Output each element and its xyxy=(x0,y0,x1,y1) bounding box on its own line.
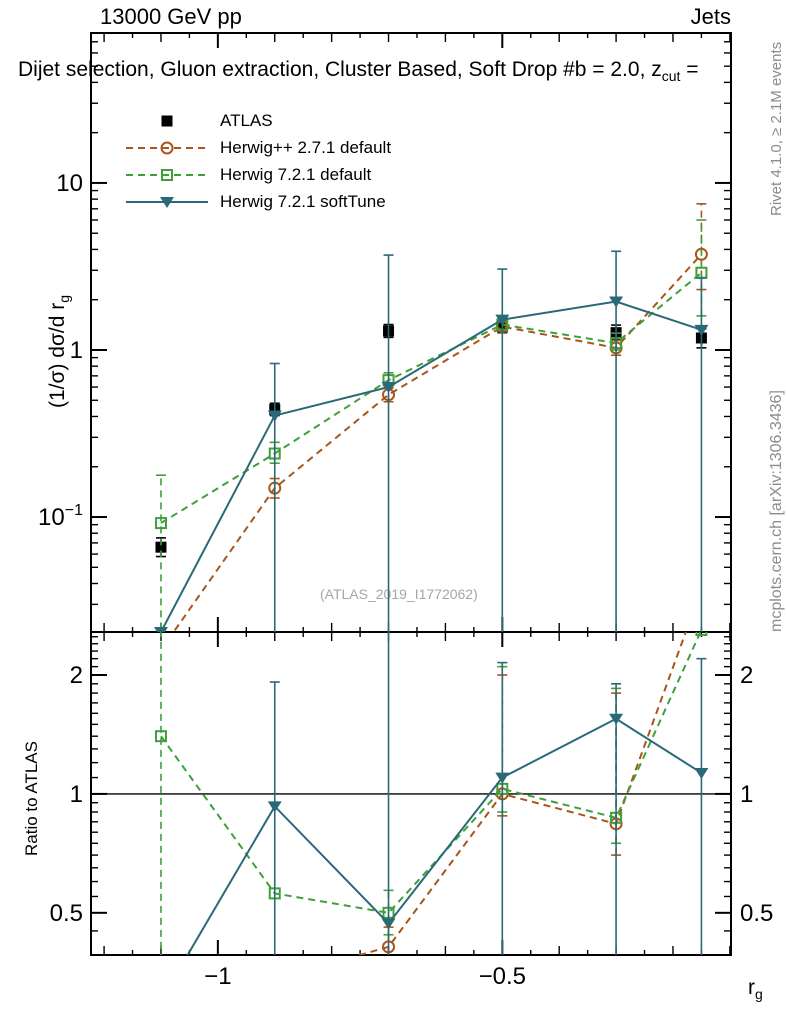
process-title: Jets xyxy=(690,4,731,29)
legend-marker-square-filled xyxy=(122,110,212,132)
svg-text:−0.5: −0.5 xyxy=(479,963,526,990)
plot-title-tail: = xyxy=(680,58,699,81)
svg-text:2: 2 xyxy=(740,662,753,689)
legend-marker-triangle-down-filled xyxy=(122,191,212,213)
legend-marker-circle-open xyxy=(122,137,212,159)
series-herwig-7-2-1-default xyxy=(154,219,708,632)
svg-text:0.5: 0.5 xyxy=(50,900,83,927)
x-axis-label-text: r xyxy=(748,976,755,999)
svg-text:0.5: 0.5 xyxy=(740,900,773,927)
series-herwig-7-2-1-softtune xyxy=(153,250,709,632)
series-herwig-2-7-1-default xyxy=(172,203,708,632)
tick-labels: 10 1 10−1 2 2 1 1 0.5 0.5 −1 −0.5 xyxy=(38,170,773,990)
series-herwig-7-2-1-softtune-ratio xyxy=(186,632,709,955)
analysis-id-watermark: (ATLAS_2019_I1772062) xyxy=(320,586,478,602)
ratio-y-ticks xyxy=(91,636,731,932)
svg-text:10−1: 10−1 xyxy=(38,502,83,531)
series-herwig-7-2-1-default-ratio xyxy=(154,632,708,955)
plot-title-text: Dijet selection, Gluon extraction, Clust… xyxy=(18,58,662,81)
plot-title: Dijet selection, Gluon extraction, Clust… xyxy=(18,58,699,84)
legend-marker-square-open xyxy=(122,164,212,186)
main-y-ticks xyxy=(91,41,731,606)
x-axis-label: rg xyxy=(748,976,763,1002)
x-axis-label-subscript: g xyxy=(755,986,763,1003)
svg-text:10: 10 xyxy=(56,170,83,197)
legend-label: Herwig 7.2.1 softTune xyxy=(220,192,386,211)
plot-title-subscript: cut xyxy=(661,68,681,85)
svg-text:1: 1 xyxy=(740,781,753,808)
legend-label: ATLAS xyxy=(220,111,273,130)
legend-label: Herwig++ 2.7.1 default xyxy=(220,138,392,157)
series-herwig-2-7-1-default-ratio xyxy=(356,632,687,955)
svg-text:2: 2 xyxy=(70,662,83,689)
svg-text:1: 1 xyxy=(70,781,83,808)
series-atlas xyxy=(155,319,707,558)
beam-energy-title: 13000 GeV pp xyxy=(100,4,242,29)
svg-text:1: 1 xyxy=(70,337,83,364)
svg-text:−1: −1 xyxy=(204,963,231,990)
legend-label: Herwig 7.2.1 default xyxy=(220,165,372,184)
